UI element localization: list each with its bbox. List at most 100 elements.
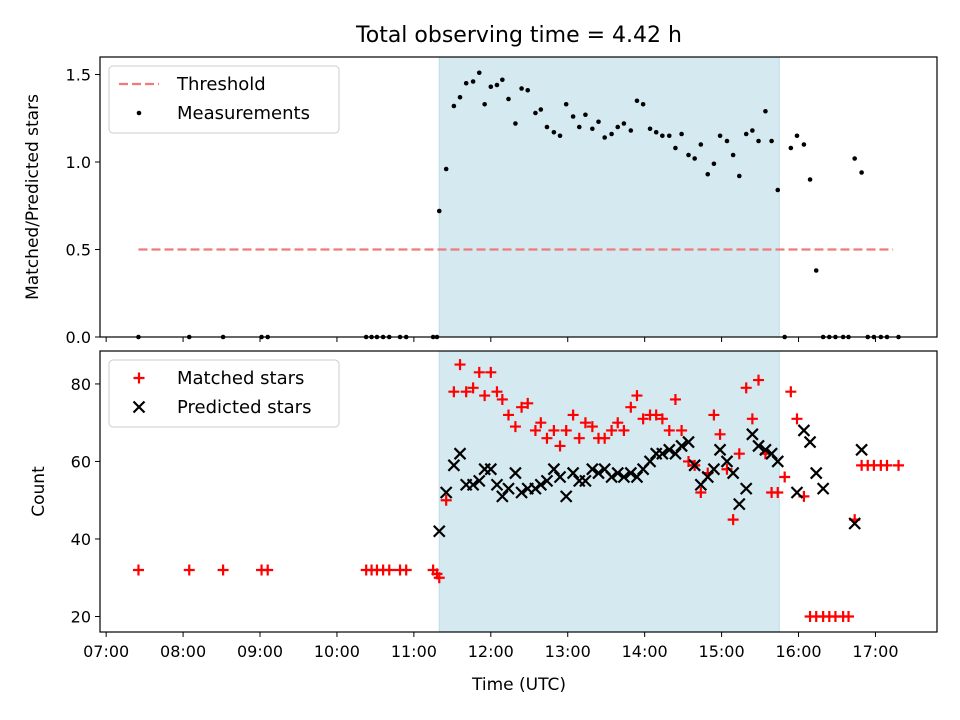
x-tick-label: 15:00 (699, 642, 745, 661)
predicted-star-point (472, 474, 486, 488)
matched-star-point (893, 459, 905, 471)
measurement-point (673, 145, 678, 151)
x-tick-label: 16:00 (775, 642, 821, 661)
measurement-point (788, 145, 794, 151)
predicted-star-point (624, 466, 638, 480)
predicted-star-point (605, 470, 618, 484)
predicted-star-point (855, 443, 868, 457)
predicted-star-point (701, 470, 715, 484)
measurement-point (563, 101, 569, 107)
predicted-star-point (592, 466, 605, 480)
matched-star-point (522, 397, 534, 409)
matched-star-point (746, 413, 758, 425)
legend-label: Threshold (176, 74, 266, 95)
observing-span (438, 350, 780, 633)
predicted-star-point (559, 490, 573, 503)
matched-star-point (573, 432, 585, 444)
predicted-star-point (509, 466, 522, 480)
measurement-point (859, 170, 864, 175)
measurement-point (743, 131, 749, 137)
matched-star-point (496, 393, 508, 405)
predicted-star-point (675, 439, 688, 453)
matched-star-point (579, 417, 591, 429)
matched-star-point (625, 401, 637, 413)
matched-star-point (479, 390, 491, 402)
predicted-star-point (656, 447, 669, 460)
legend-label: Matched stars (177, 368, 304, 389)
matched-star-point (791, 413, 803, 425)
matched-star-point (779, 471, 791, 483)
y-tick-label: 0.5 (66, 241, 91, 260)
predicted-star-point (617, 470, 631, 484)
measurement-point (519, 86, 524, 91)
legend-box (108, 359, 340, 428)
legend-box (108, 65, 340, 134)
matched-star-point (785, 386, 797, 398)
predicted-star-point (534, 478, 548, 491)
measurement-point (756, 138, 761, 144)
predicted-star-point (739, 482, 753, 495)
matched-star-point (448, 386, 460, 398)
matched-star-point (637, 413, 649, 425)
matched-star-point (485, 366, 497, 378)
matched-star-point (656, 413, 668, 425)
predicted-star-point (713, 443, 727, 457)
predicted-star-point (540, 474, 554, 488)
measurement-point (436, 208, 442, 214)
predicted-star-point (765, 447, 778, 460)
measurement-point (717, 133, 723, 139)
matched-star-point (467, 382, 479, 394)
measurement-point (730, 152, 736, 158)
measurement-point (660, 133, 665, 139)
predicted-star-point (797, 424, 811, 437)
predicted-star-point (515, 486, 528, 499)
measurement-point (470, 79, 476, 84)
predicted-star-point (439, 486, 453, 499)
ratio-y-ticks: 0.0 0.5 1.0 1.5 (66, 66, 100, 347)
predicted-star-point (490, 478, 504, 491)
measurement-point (525, 87, 531, 93)
y-tick-label: 20 (71, 607, 91, 626)
x-tick-label: 09:00 (237, 642, 283, 661)
legend-key-x (132, 400, 146, 414)
matched-star-point (217, 564, 229, 576)
matched-star-point (599, 432, 611, 444)
predicted-star-point (453, 447, 467, 460)
measurement-point (666, 133, 672, 139)
measurement-point (544, 124, 550, 130)
matched-star-point (695, 486, 707, 498)
y-tick-label: 0.0 (66, 328, 91, 347)
measurement-point (451, 103, 457, 109)
predicted-star-point (816, 482, 830, 495)
predicted-star-point (682, 435, 695, 449)
y-tick-label: 1.5 (66, 66, 91, 85)
matched-star-point (631, 390, 643, 402)
legend-label: Measurements (177, 103, 310, 124)
predicted-star-point (771, 455, 785, 468)
y-tick-label: 1.0 (66, 153, 91, 172)
matched-star-point (383, 564, 395, 576)
matched-star-point (663, 424, 675, 436)
matched-star-point (714, 428, 726, 440)
x-tick-label: 12:00 (468, 642, 514, 661)
matched-star-point (454, 359, 466, 371)
measurement-point (807, 177, 813, 182)
measurement-point (506, 96, 511, 102)
predicted-star-point (630, 470, 644, 484)
measurement-point (724, 138, 730, 144)
y-tick-label: 60 (71, 452, 91, 471)
matched-star-point (708, 409, 720, 421)
measurement-point (583, 112, 588, 118)
matched-star-point (509, 421, 521, 433)
count-axes-frame (99, 350, 938, 633)
measurement-point (698, 142, 704, 147)
measurement-point (551, 129, 557, 135)
matched-star-point (473, 366, 485, 378)
measurement-point (513, 121, 518, 126)
measurement-point (628, 128, 634, 133)
predicted-star-point (643, 455, 657, 468)
measurement-point (576, 124, 582, 130)
predicted-star-point (733, 497, 746, 511)
predicted-star-point (752, 439, 765, 453)
measurement-point (500, 77, 505, 83)
